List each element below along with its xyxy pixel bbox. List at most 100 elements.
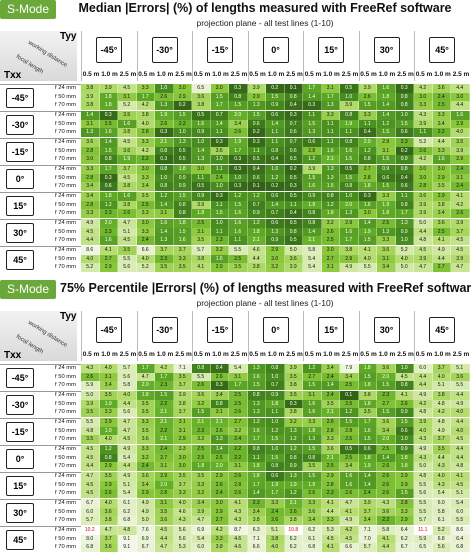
heatmap-cell: 0.8	[173, 200, 192, 209]
heatmap-cell: 3.9	[284, 263, 303, 272]
heatmap-cell: 0.6	[266, 219, 285, 228]
heatmap-cell: 1.4	[358, 219, 377, 228]
col-header: 15° 0.5 m 1.0 m 2.5 m	[303, 31, 359, 81]
heatmap-cell: 1.3	[321, 165, 340, 174]
row-header: -30° f 24 mm f 50 mm f 70 mm	[0, 111, 81, 138]
heatmap-cell: 2.6	[155, 92, 174, 101]
heatmap-cell: 2.6	[229, 408, 248, 417]
heatmap-cell: 3.8	[173, 399, 192, 408]
heatmap-cell: 1.0	[155, 173, 174, 182]
heatmap-cell: 6.5	[414, 543, 433, 552]
heatmap-cell: 0.3	[210, 381, 229, 390]
heatmap-cell: 2.4	[136, 236, 155, 245]
heatmap-cell: 4.4	[377, 543, 396, 552]
heatmap-cell: 3.2	[210, 246, 229, 255]
heatmap-cell: 4.1	[321, 499, 340, 508]
heatmap-cell: 4.5	[118, 84, 137, 93]
heatmap-cell: 3.4	[99, 381, 118, 390]
heatmap-cell: 1.7	[340, 236, 359, 245]
txx-angle-box: -45°	[6, 368, 34, 388]
heatmap-cell: 9.1	[118, 534, 137, 543]
heatmap-cell: 1.2	[358, 146, 377, 155]
heatmap-cell: 6.6	[340, 543, 359, 552]
heatmap-cell: 2.3	[99, 209, 118, 218]
focal-length-tick: f 50 mm	[55, 201, 76, 208]
heatmap-cell: 3.6	[136, 435, 155, 444]
heatmap-cell: 1.3	[210, 435, 229, 444]
heatmap-cell: 4.7	[155, 543, 174, 552]
heatmap-cell: 2.0	[377, 435, 396, 444]
focal-length-tick: f 24 mm	[55, 166, 76, 172]
heatmap-cell: 3.5	[81, 408, 100, 417]
heatmap-cell: 2.8	[321, 480, 340, 489]
heatmap-cell: 0.5	[340, 84, 359, 93]
heatmap-cell: 3.8	[284, 381, 303, 390]
heatmap-cell: 2.1	[284, 499, 303, 508]
focal-length-tick: f 70 mm	[55, 210, 76, 216]
heatmap-cell: 4.9	[451, 399, 470, 408]
row-header: 45° f 24 mm f 50 mm f 70 mm	[0, 526, 81, 553]
heatmap-cell: 4.4	[81, 236, 100, 245]
heatmap-cell: 4.5	[451, 480, 470, 489]
heatmap-cell: 6.8	[81, 543, 100, 552]
heatmap-cell: 0.8	[266, 146, 285, 155]
heatmap-cell: 3.4	[210, 391, 229, 400]
heatmap-cell: 0.8	[284, 453, 303, 462]
heatmap-cell: 1.9	[118, 155, 137, 164]
heatmap-cell: 3.5	[229, 263, 248, 272]
heatmap-cell: 3.3	[210, 534, 229, 543]
heatmap-cell: 5.1	[451, 364, 470, 373]
heatmap-cell: 6.2	[284, 543, 303, 552]
working-distance-tick: 1.0 m	[212, 71, 229, 78]
heatmap-cell: 3.6	[377, 507, 396, 516]
heatmap-cell: 1.5	[266, 435, 285, 444]
heatmap-cell: 1.6	[358, 200, 377, 209]
heatmap-cell: 2.3	[192, 426, 211, 435]
focal-length-tick: f 24 mm	[55, 527, 76, 533]
heatmap-cell: 1.8	[358, 364, 377, 373]
heatmap-cell: 1.2	[247, 192, 266, 201]
heatmap-cell: 1.5	[173, 192, 192, 201]
heatmap-cell: 1.0	[192, 138, 211, 147]
heatmap-cell: 3.6	[303, 507, 322, 516]
focal-length-tick: f 70 mm	[55, 129, 76, 135]
working-distance-tick: 2.5 m	[452, 71, 470, 78]
heatmap-cell: 3.8	[81, 101, 100, 110]
heatmap-cell: 1.7	[136, 364, 155, 373]
heatmap-cell: 1.6	[247, 372, 266, 381]
heatmap-cell: 5.0	[414, 462, 433, 471]
heatmap-cell: 1.8	[395, 462, 414, 471]
heatmap-cell: 0.7	[284, 138, 303, 147]
heatmap-cell: 1.1	[247, 453, 266, 462]
heatmap-cell: 2.9	[136, 489, 155, 498]
heatmap-cell: 1.5	[173, 111, 192, 120]
heatmap-cell: 3.0	[432, 165, 451, 174]
heatmap-cell: 5.8	[432, 507, 451, 516]
heatmap-cell: 3.0	[81, 155, 100, 164]
heatmap-cell: 2.5	[432, 227, 451, 236]
heatmap-cell: 0.3	[303, 101, 322, 110]
heatmap-cell: 3.7	[155, 246, 174, 255]
heatmap-cell: 1.8	[192, 462, 211, 471]
heatmap-cell: 1.9	[99, 426, 118, 435]
heatmap-cell: 2.5	[340, 435, 359, 444]
working-distance-tick: 0.5 m	[138, 71, 155, 78]
heatmap-cell: 0.8	[173, 209, 192, 218]
heatmap-cell: 0.8	[99, 155, 118, 164]
working-distance-tick: 2.5 m	[230, 71, 248, 78]
heatmap-cell: 1.3	[321, 101, 340, 110]
heatmap-cell: 1.5	[266, 92, 285, 101]
heatmap-cell: 0.8	[266, 462, 285, 471]
heatmap-cell: 3.1	[155, 462, 174, 471]
heatmap-cell: 4.7	[414, 263, 433, 272]
heatmap-cell: 6.8	[451, 543, 470, 552]
heatmap-cell: 0.3	[284, 399, 303, 408]
heatmap-cell: 6.8	[303, 543, 322, 552]
heatmap-cell: 7.9	[340, 364, 359, 373]
heatmap-cell: 3.4	[303, 516, 322, 525]
heatmap-cell: 0.6	[99, 182, 118, 191]
heatmap-cell: 0.3	[99, 111, 118, 120]
heatmap-cell: 2.8	[340, 426, 359, 435]
heatmap-cell: 1.7	[358, 418, 377, 427]
heatmap-cell: 2.0	[358, 138, 377, 147]
